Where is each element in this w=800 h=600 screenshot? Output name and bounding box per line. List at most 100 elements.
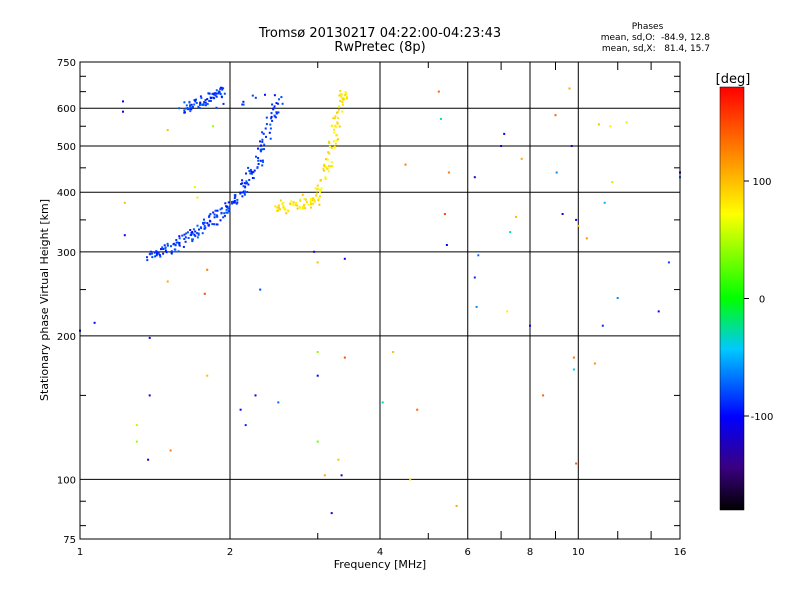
echo-point-o bbox=[189, 105, 192, 108]
scatter-point bbox=[506, 310, 509, 313]
echo-point-o bbox=[173, 242, 175, 245]
scatter-point bbox=[123, 234, 126, 237]
echo-point-o bbox=[189, 234, 192, 237]
echo-point-x bbox=[336, 122, 339, 125]
colorbar-label: [deg] bbox=[716, 72, 751, 87]
echo-point-o bbox=[175, 241, 178, 244]
colorbar bbox=[719, 86, 745, 511]
echo-point-o bbox=[166, 242, 169, 245]
echo-point-x bbox=[322, 167, 325, 170]
scatter-point bbox=[123, 201, 126, 204]
echo-point-o bbox=[212, 211, 215, 214]
echo-point-o bbox=[222, 102, 225, 105]
echo-point-x bbox=[337, 138, 339, 141]
echo-point-o bbox=[244, 190, 246, 193]
scatter-point bbox=[570, 145, 573, 147]
echo-point-o bbox=[204, 101, 207, 104]
echo-point-x bbox=[309, 199, 312, 202]
echo-point-x bbox=[319, 195, 321, 198]
echo-point-o bbox=[185, 232, 188, 235]
echo-point-x bbox=[344, 91, 347, 94]
echo-point-o bbox=[223, 214, 226, 217]
colorbar-tick-label: 100 bbox=[752, 177, 771, 188]
echo-point-x bbox=[329, 165, 332, 168]
echo-point-x bbox=[316, 184, 319, 187]
x-tick-label: 10 bbox=[572, 547, 585, 558]
scatter-point bbox=[343, 257, 346, 260]
echo-point-o bbox=[242, 103, 245, 106]
echo-point-o bbox=[166, 244, 169, 247]
echo-point-o bbox=[202, 103, 205, 106]
echo-point-o bbox=[241, 182, 244, 185]
echo-point-x bbox=[317, 199, 320, 202]
scatter-point bbox=[601, 324, 604, 327]
echo-point-o bbox=[187, 231, 189, 234]
echo-point-x bbox=[343, 98, 346, 101]
echo-point-x bbox=[332, 117, 335, 120]
scatter-point bbox=[135, 440, 138, 443]
scatter-point bbox=[439, 117, 442, 120]
echo-point-o bbox=[243, 192, 246, 195]
echo-point-o bbox=[248, 170, 251, 172]
echo-point-o bbox=[161, 246, 164, 249]
echo-point-x bbox=[299, 198, 302, 201]
echo-point-o bbox=[170, 245, 172, 248]
echo-point-o bbox=[198, 104, 201, 106]
echo-point-x bbox=[296, 207, 299, 210]
scatter-point bbox=[316, 374, 319, 377]
echo-point-o bbox=[254, 96, 257, 99]
echo-point-o bbox=[263, 143, 266, 146]
echo-point-o bbox=[244, 182, 247, 185]
scatter-point bbox=[437, 90, 440, 93]
echo-point-o bbox=[271, 103, 274, 106]
echo-point-x bbox=[330, 124, 333, 127]
scatter-point bbox=[616, 297, 619, 299]
scatter-point bbox=[122, 100, 124, 103]
echo-point-o bbox=[184, 240, 187, 243]
echo-point-x bbox=[346, 96, 348, 98]
echo-point-o bbox=[162, 252, 165, 255]
echo-point-x bbox=[340, 95, 343, 98]
echo-point-o bbox=[274, 116, 277, 119]
echo-point-o bbox=[270, 117, 273, 120]
echo-point-x bbox=[325, 166, 328, 169]
phases-heading: Phases bbox=[631, 22, 664, 32]
x-axis-label: Frequency [MHz] bbox=[334, 558, 426, 571]
scatter-point bbox=[575, 218, 578, 221]
scatter-point bbox=[625, 121, 628, 124]
x-tick-label: 8 bbox=[527, 547, 533, 558]
echo-point-o bbox=[222, 216, 225, 219]
echo-point-x bbox=[314, 187, 317, 190]
echo-point-x bbox=[345, 92, 348, 95]
scatter-point bbox=[572, 368, 575, 371]
echo-point-o bbox=[233, 194, 236, 197]
echo-point-x bbox=[337, 108, 340, 111]
echo-point-x bbox=[328, 164, 331, 167]
echo-point-o bbox=[153, 251, 156, 254]
echo-point-o bbox=[183, 101, 186, 104]
echo-point-x bbox=[338, 125, 341, 128]
echo-point-o bbox=[270, 115, 273, 118]
echo-point-x bbox=[342, 98, 345, 101]
scatter-point bbox=[148, 336, 151, 339]
echo-point-o bbox=[206, 98, 209, 101]
scatter-point bbox=[597, 123, 600, 126]
echo-point-o bbox=[203, 221, 206, 224]
scatter-point bbox=[443, 213, 446, 215]
echo-point-o bbox=[149, 250, 152, 253]
echo-point-o bbox=[240, 183, 243, 185]
echo-point-o bbox=[231, 202, 234, 205]
echo-point-o bbox=[273, 114, 276, 117]
echo-point-o bbox=[262, 132, 265, 135]
echo-point-o bbox=[226, 205, 229, 208]
y-tick-label: 200 bbox=[57, 332, 76, 343]
x-tick-label: 1 bbox=[77, 547, 83, 558]
echo-point-o bbox=[236, 201, 239, 204]
echo-point-x bbox=[284, 208, 287, 211]
echo-point-o bbox=[223, 212, 226, 215]
echo-point-x bbox=[338, 94, 341, 97]
echo-point-o bbox=[204, 226, 207, 229]
phases-o-stats: mean, sd,O: -84.9, 12.8 bbox=[600, 33, 710, 43]
echo-point-o bbox=[183, 238, 186, 240]
scatter-point bbox=[577, 224, 580, 227]
